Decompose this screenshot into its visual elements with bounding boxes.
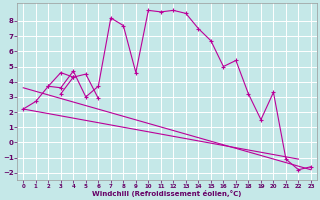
X-axis label: Windchill (Refroidissement éolien,°C): Windchill (Refroidissement éolien,°C) [92,190,242,197]
